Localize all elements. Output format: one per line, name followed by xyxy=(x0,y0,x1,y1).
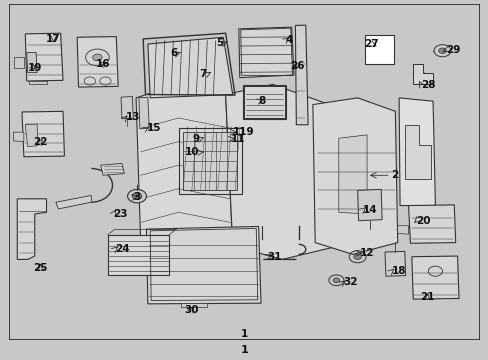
Polygon shape xyxy=(238,27,293,78)
Polygon shape xyxy=(397,226,407,234)
Text: 9: 9 xyxy=(192,134,199,144)
Text: 5: 5 xyxy=(216,38,223,48)
Bar xyxy=(242,85,286,120)
Polygon shape xyxy=(338,135,366,214)
Text: 1: 1 xyxy=(240,345,248,355)
Circle shape xyxy=(132,193,142,199)
Text: 26: 26 xyxy=(289,61,304,71)
Text: 24: 24 xyxy=(115,244,129,254)
Text: 2: 2 xyxy=(390,170,397,180)
Polygon shape xyxy=(136,84,232,258)
Circle shape xyxy=(438,48,446,53)
Text: 16: 16 xyxy=(96,59,110,69)
Bar xyxy=(364,35,393,64)
Text: 29: 29 xyxy=(446,45,460,55)
Polygon shape xyxy=(56,195,91,209)
Polygon shape xyxy=(181,302,206,307)
Text: 13: 13 xyxy=(125,112,140,122)
Text: 12: 12 xyxy=(359,248,374,258)
Circle shape xyxy=(374,41,383,48)
Polygon shape xyxy=(147,37,232,98)
Circle shape xyxy=(127,189,146,203)
Circle shape xyxy=(93,54,102,61)
Polygon shape xyxy=(25,124,38,147)
Circle shape xyxy=(332,278,339,283)
Text: 17: 17 xyxy=(46,34,61,44)
Polygon shape xyxy=(25,33,63,81)
Polygon shape xyxy=(14,132,24,141)
Text: 22: 22 xyxy=(34,136,48,147)
Polygon shape xyxy=(407,205,455,243)
Text: 19: 19 xyxy=(27,63,42,73)
Polygon shape xyxy=(404,125,430,179)
Polygon shape xyxy=(101,163,124,175)
Text: 18: 18 xyxy=(391,266,405,276)
Polygon shape xyxy=(139,97,149,129)
Bar xyxy=(107,235,169,275)
Text: 14: 14 xyxy=(363,204,377,215)
Polygon shape xyxy=(14,58,24,68)
Text: 8: 8 xyxy=(258,96,265,106)
Text: 4: 4 xyxy=(285,35,293,45)
Text: 27: 27 xyxy=(364,39,378,49)
Text: 25: 25 xyxy=(34,263,48,273)
Polygon shape xyxy=(357,189,381,221)
Polygon shape xyxy=(384,251,405,276)
Text: 23: 23 xyxy=(113,209,128,219)
Text: 1: 1 xyxy=(241,329,247,339)
Polygon shape xyxy=(312,98,397,255)
Bar xyxy=(178,128,242,194)
Text: 21: 21 xyxy=(419,292,434,302)
Polygon shape xyxy=(17,199,46,260)
Polygon shape xyxy=(295,25,307,125)
Polygon shape xyxy=(28,81,46,84)
Text: 20: 20 xyxy=(416,216,430,226)
Polygon shape xyxy=(22,111,64,157)
Circle shape xyxy=(353,254,361,260)
Bar xyxy=(183,131,237,190)
Polygon shape xyxy=(121,96,133,119)
Text: 32: 32 xyxy=(343,277,357,287)
Text: 15: 15 xyxy=(146,123,161,133)
Text: 31: 31 xyxy=(266,252,281,262)
Text: 3: 3 xyxy=(133,192,141,202)
Polygon shape xyxy=(27,53,37,73)
Polygon shape xyxy=(411,256,458,299)
Polygon shape xyxy=(412,64,432,84)
Polygon shape xyxy=(77,37,118,87)
Polygon shape xyxy=(225,84,338,260)
Text: 28: 28 xyxy=(421,80,435,90)
Text: 10: 10 xyxy=(185,147,199,157)
Text: 7: 7 xyxy=(199,69,206,79)
Text: 30: 30 xyxy=(184,305,199,315)
Polygon shape xyxy=(398,98,434,206)
Text: 119: 119 xyxy=(232,127,254,137)
Text: 11: 11 xyxy=(230,134,244,144)
Polygon shape xyxy=(146,226,261,304)
Circle shape xyxy=(374,50,383,57)
Circle shape xyxy=(433,45,450,57)
Text: 6: 6 xyxy=(170,48,177,58)
Bar xyxy=(244,86,284,118)
